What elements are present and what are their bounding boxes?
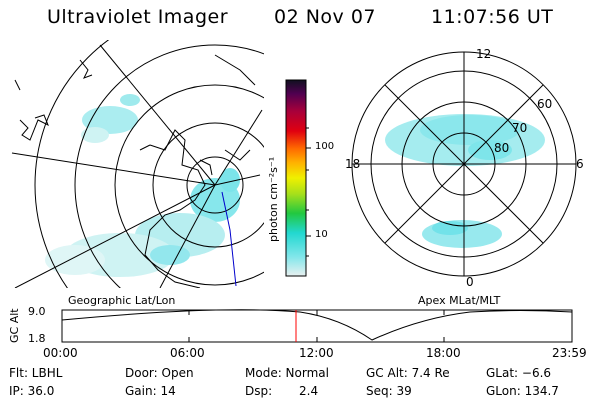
time-tick-1800: 18:00 xyxy=(426,346,461,360)
altitude-ytick-high: 9.0 xyxy=(28,305,46,318)
seq-readout: Seq: 39 xyxy=(366,384,412,398)
time-tick-2359: 23:59 xyxy=(552,346,587,360)
colorbar-tick-100: 100 xyxy=(315,141,335,152)
mlt-label-18: 18 xyxy=(345,157,361,171)
time-tick-0600: 06:00 xyxy=(170,346,205,360)
apex-caption: Apex MLat/MLT xyxy=(418,294,501,307)
date-label: 02 Nov 07 xyxy=(274,6,377,28)
glon-readout: GLon: 134.7 xyxy=(486,384,559,398)
gain-readout: Gain: 14 xyxy=(125,384,176,398)
colorbar xyxy=(285,79,311,277)
aurora-emission-geo xyxy=(45,94,240,277)
colorbar-tick-10: 10 xyxy=(315,229,328,240)
colorbar-unit-label: photon cm⁻²s⁻¹ xyxy=(267,156,280,242)
altitude-ytick-low: 1.8 xyxy=(28,332,46,345)
mlat-label-70: 70 xyxy=(512,121,528,135)
mlat-label-80: 80 xyxy=(494,141,510,155)
gc-alt-readout: GC Alt: 7.4 Re xyxy=(366,366,450,380)
dsp-label: Dsp: xyxy=(245,384,273,398)
mlat-label-60: 60 xyxy=(537,97,553,111)
instrument-title: Ultraviolet Imager xyxy=(47,6,229,28)
altitude-plot xyxy=(61,309,573,343)
mlt-label-0: 0 xyxy=(466,275,474,289)
aurora-emission-polar xyxy=(385,114,545,248)
filter-readout: Flt: LBHL xyxy=(9,366,63,380)
mlt-label-12: 12 xyxy=(476,47,492,61)
time-tick-1200: 12:00 xyxy=(299,346,334,360)
ip-readout: IP: 36.0 xyxy=(9,384,55,398)
glat-readout: GLat: −6.6 xyxy=(486,366,552,380)
time-label: 11:07:56 UT xyxy=(431,6,554,28)
mode-readout: Mode: Normal xyxy=(245,366,329,380)
dsp-value: 2.4 xyxy=(299,384,319,398)
geographic-map xyxy=(11,40,264,288)
altitude-ylabel: GC Alt xyxy=(8,308,21,343)
polar-plot xyxy=(351,51,577,277)
door-readout: Door: Open xyxy=(125,366,194,380)
time-tick-0000: 00:00 xyxy=(43,346,78,360)
mlt-label-6: 6 xyxy=(576,157,584,171)
geographic-caption: Geographic Lat/Lon xyxy=(68,294,176,307)
